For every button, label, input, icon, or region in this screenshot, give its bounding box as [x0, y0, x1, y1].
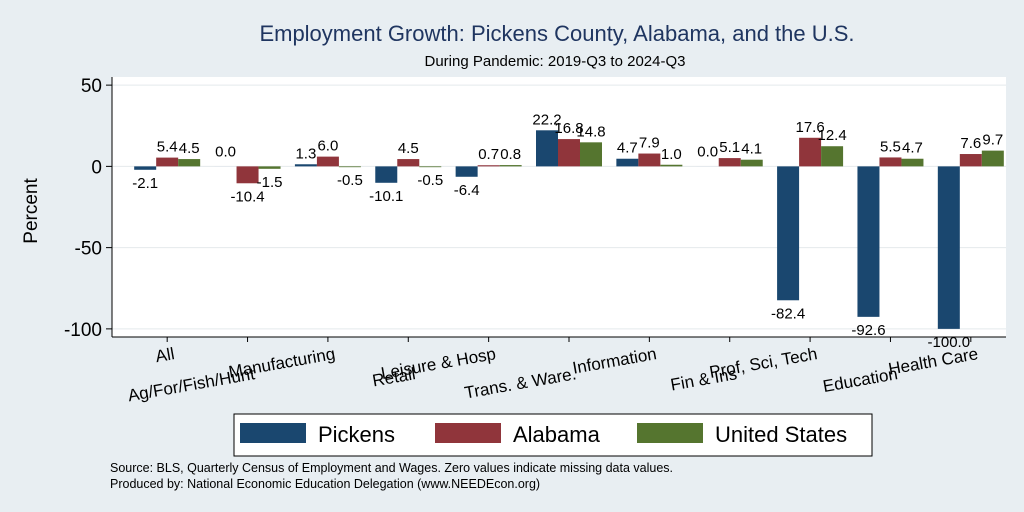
x-tick-label: All — [154, 344, 176, 366]
data-label: -0.5 — [417, 172, 443, 189]
data-label: 12.4 — [817, 127, 846, 144]
chart-subtitle: During Pandemic: 2019-Q3 to 2024-Q3 — [425, 53, 686, 70]
bar-pickens — [536, 130, 558, 167]
x-tick-label: Trans. & Ware. — [463, 364, 578, 402]
data-label: 22.2 — [532, 111, 561, 128]
data-label: 4.7 — [902, 140, 923, 157]
data-label: 7.9 — [639, 135, 660, 152]
data-label: -1.5 — [257, 174, 283, 191]
data-label: 14.8 — [576, 123, 605, 140]
bar-alabama — [959, 154, 982, 167]
y-tick-label: 0 — [91, 157, 102, 178]
x-tick-label: Information — [571, 344, 658, 377]
bar-united-states — [178, 159, 201, 167]
data-label: 5.4 — [157, 139, 178, 156]
bar-united-states — [740, 159, 763, 167]
data-label: 4.5 — [398, 140, 419, 157]
data-label: 17.6 — [795, 119, 824, 136]
bar-pickens — [134, 166, 157, 170]
data-label: 4.1 — [741, 141, 762, 158]
bar-alabama — [879, 157, 902, 167]
data-label: -10.4 — [230, 188, 264, 205]
bar-united-states — [660, 164, 683, 167]
data-label: -10.1 — [369, 188, 403, 205]
data-label: 6.0 — [317, 138, 338, 155]
bar-alabama — [397, 159, 420, 167]
bar-pickens — [294, 164, 317, 167]
y-tick-label: -100 — [64, 320, 102, 341]
y-axis: 50 0 -50 -100 — [64, 76, 113, 341]
producer-note: Produced by: National Economic Education… — [110, 477, 540, 491]
legend-box — [233, 413, 873, 457]
y-tick-label: 50 — [81, 76, 102, 97]
bar-alabama — [638, 153, 661, 167]
bar-alabama — [718, 158, 741, 167]
legend: Pickens Alabama United States — [233, 413, 873, 457]
data-label: -0.5 — [337, 172, 363, 189]
bar-united-states — [580, 142, 602, 167]
chart-title: Employment Growth: Pickens County, Alaba… — [259, 21, 854, 46]
data-label: 1.0 — [661, 146, 682, 163]
bars — [134, 130, 1004, 329]
data-label: 9.7 — [982, 132, 1003, 149]
bar-alabama — [477, 165, 500, 167]
bar-alabama — [799, 137, 822, 167]
legend-label: Alabama — [513, 422, 601, 447]
bar-alabama — [156, 157, 179, 167]
bar-united-states — [338, 166, 361, 168]
data-label: 16.8 — [554, 120, 583, 137]
bar-pickens — [616, 158, 639, 167]
legend-swatch — [435, 423, 501, 443]
x-tick-label: Leisure & Hosp — [380, 344, 498, 383]
data-label: 4.7 — [617, 140, 638, 157]
data-label: -92.6 — [851, 322, 885, 339]
bar-pickens — [777, 166, 800, 301]
bar-alabama — [236, 166, 259, 184]
data-label: 0.7 — [478, 146, 499, 163]
data-label: 0.0 — [697, 143, 718, 160]
bar-pickens — [375, 166, 398, 183]
data-label: 7.6 — [960, 135, 981, 152]
data-label: 5.5 — [880, 138, 901, 155]
data-label: -2.1 — [132, 175, 158, 192]
y-tick-label: -50 — [75, 239, 102, 260]
legend-label: United States — [715, 422, 847, 447]
data-labels: -2.15.4 4.5 0.0-10.4-1.51.3 6.0-0.5-10.14.5… — [132, 111, 1003, 351]
bar-united-states — [419, 166, 442, 168]
bar-united-states — [499, 165, 522, 167]
legend-swatch — [240, 423, 306, 443]
bar-united-states — [901, 158, 924, 167]
plot-area — [112, 77, 1006, 337]
bar-pickens — [857, 166, 880, 317]
bar-pickens — [937, 166, 960, 329]
bar-pickens — [455, 166, 478, 177]
data-label: 0.8 — [500, 146, 521, 163]
data-label: 5.1 — [719, 139, 740, 156]
data-label: -6.4 — [454, 182, 480, 199]
data-label: 4.5 — [179, 140, 200, 157]
x-tick-label: Manufacturing — [227, 344, 336, 381]
data-label: 0.0 — [215, 143, 236, 160]
y-axis-label: Percent — [21, 178, 42, 244]
bar-alabama — [558, 139, 580, 167]
data-label: 1.3 — [295, 145, 316, 162]
legend-swatch — [637, 423, 703, 443]
bar-united-states — [258, 166, 281, 169]
legend-label: Pickens — [318, 422, 395, 447]
data-label: -100.0 — [928, 334, 971, 351]
bar-united-states — [821, 146, 844, 167]
bar-alabama — [316, 156, 339, 167]
x-tick-label: Prof, Sci, Tech — [708, 344, 819, 382]
data-label: -82.4 — [771, 305, 805, 322]
source-note: Source: BLS, Quarterly Census of Employm… — [110, 461, 673, 475]
bar-united-states — [981, 150, 1004, 167]
